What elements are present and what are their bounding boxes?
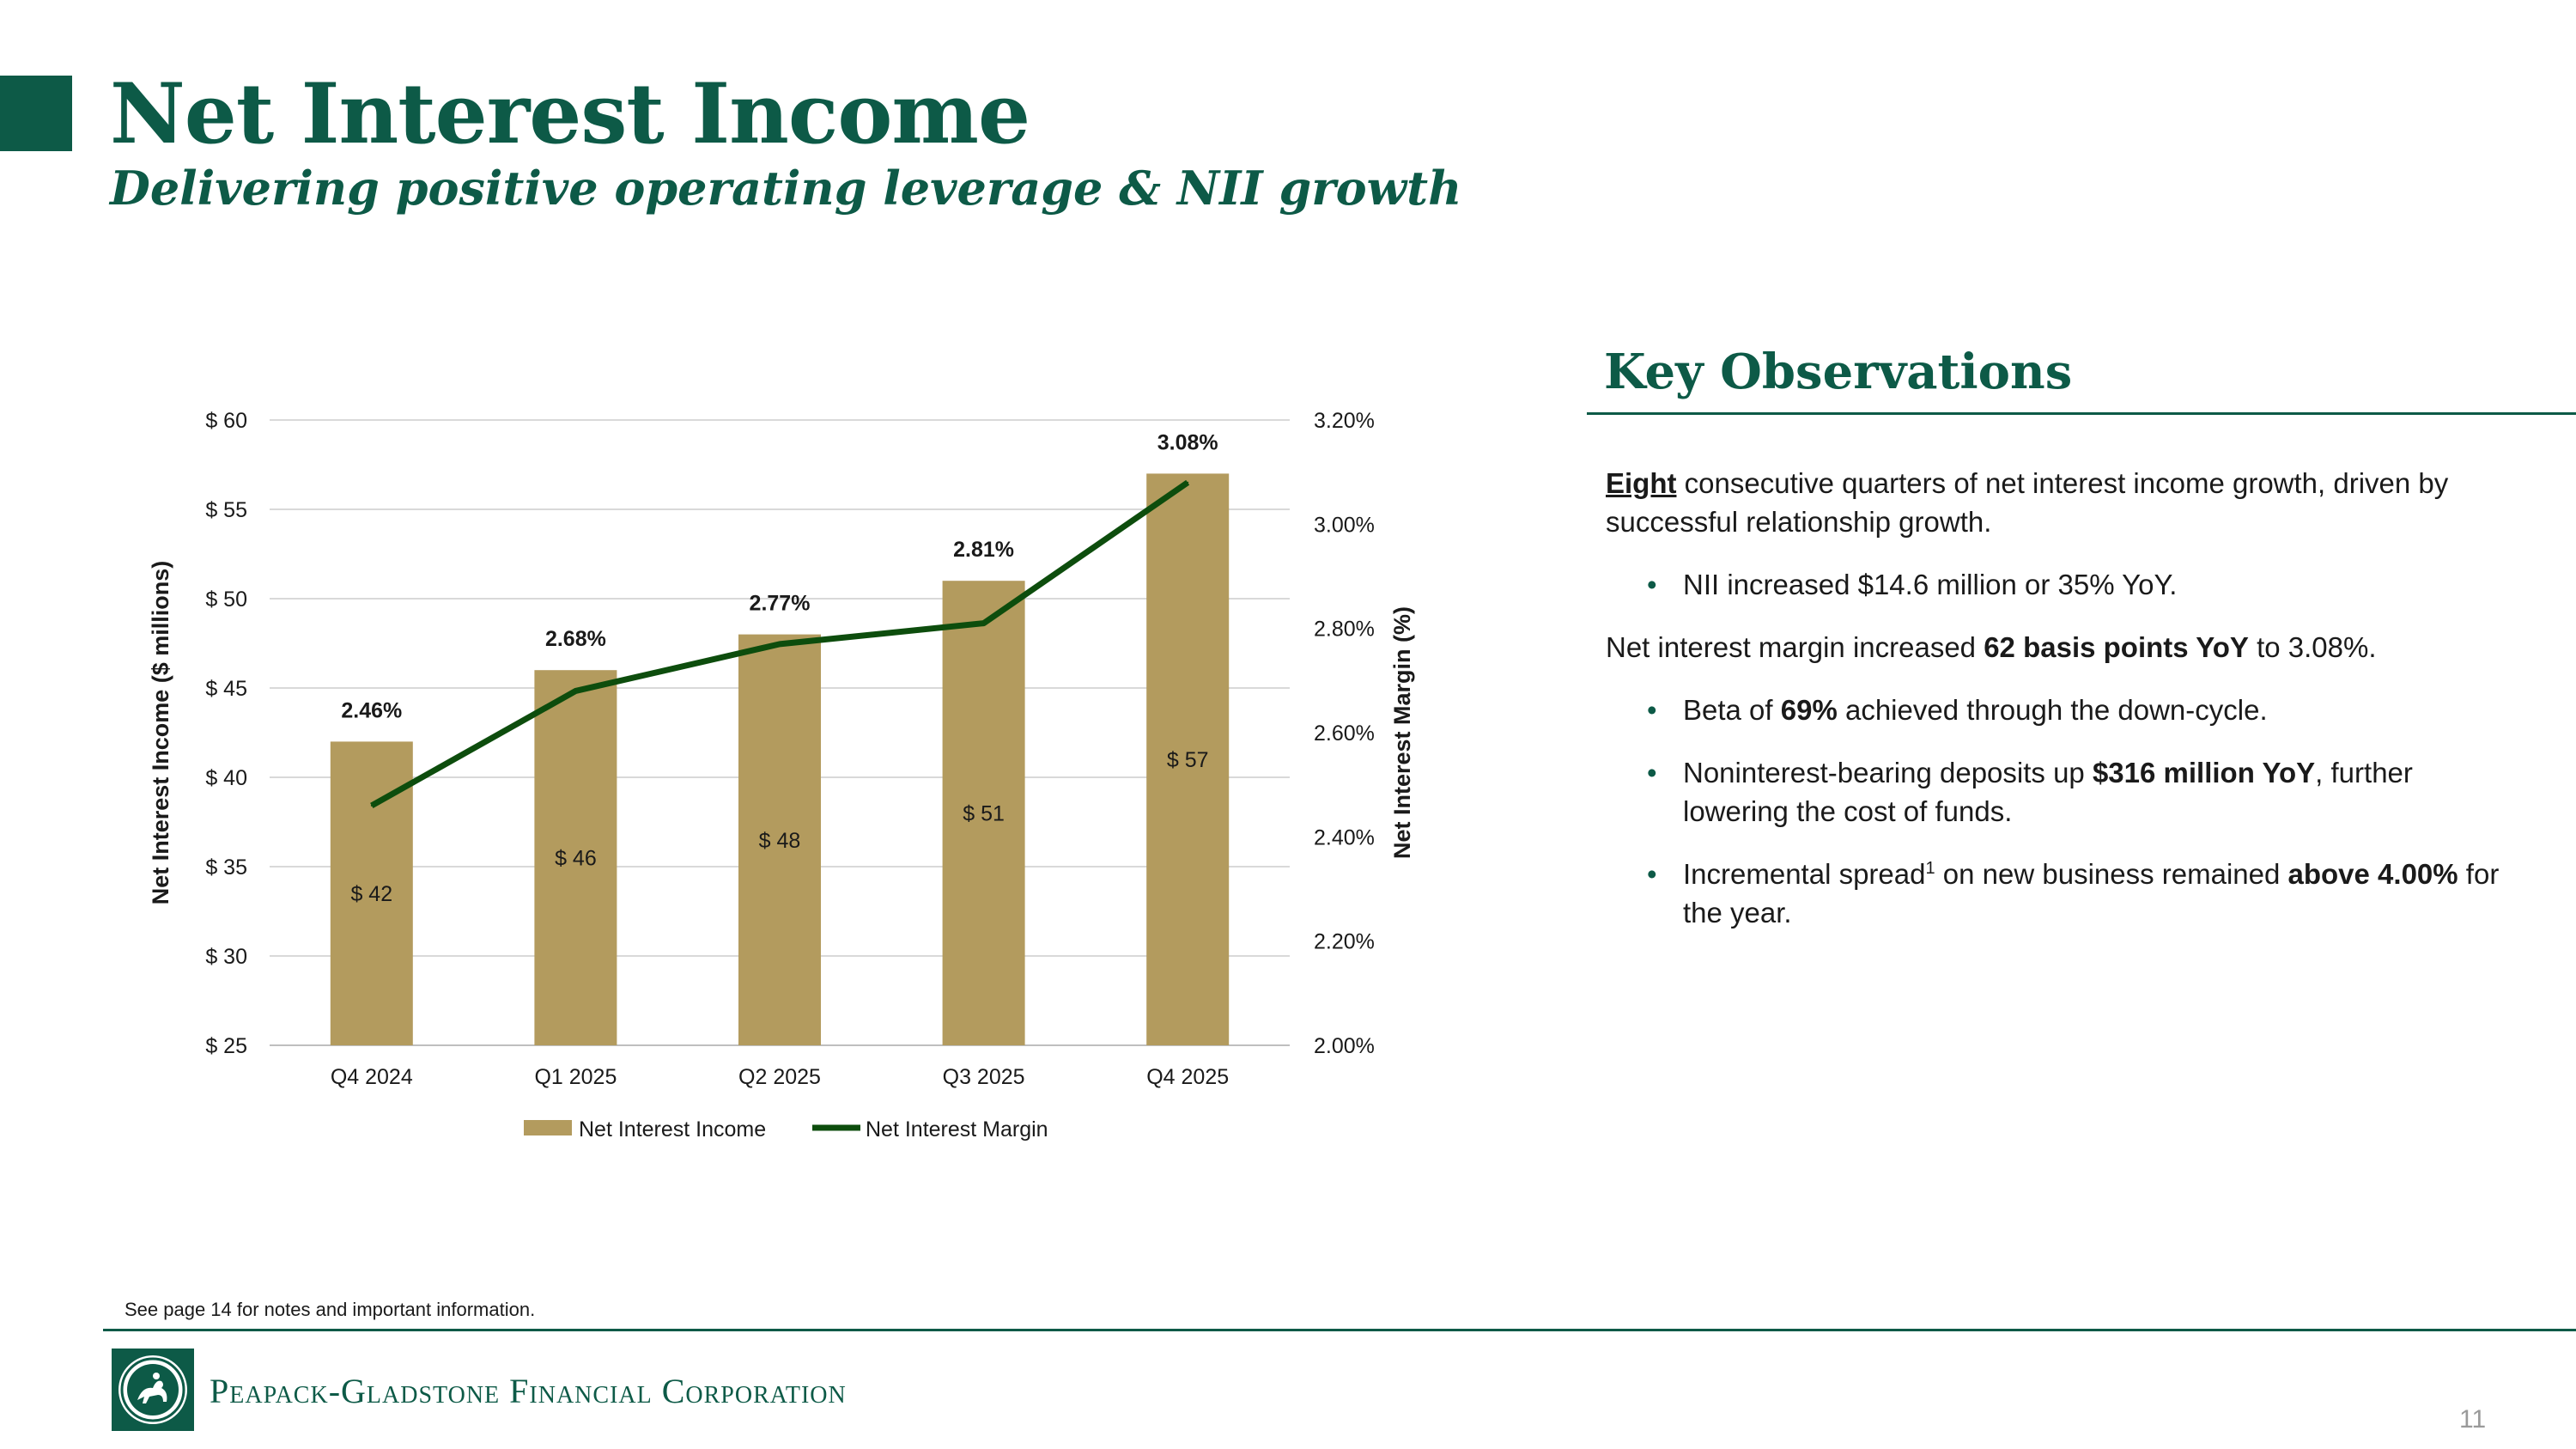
observation-paragraph: Eight consecutive quarters of net intere… — [1606, 464, 2516, 541]
footnote: See page 14 for notes and important info… — [125, 1299, 536, 1320]
nim-value-label: 2.77% — [750, 592, 811, 616]
y-tick-label: $ 30 — [205, 945, 247, 969]
observation-emphasis: 62 basis points YoY — [1984, 631, 2249, 663]
x-tick-label: Q3 2025 — [943, 1065, 1025, 1089]
horse-rider-seal-icon — [112, 1349, 194, 1431]
nim-point — [1187, 481, 1189, 484]
bar-value-label: $ 51 — [963, 802, 1005, 826]
nim-point — [779, 642, 781, 645]
x-tick-label: Q2 2025 — [738, 1065, 821, 1089]
y-axis-title: Net Interest Income ($ millions) — [148, 561, 173, 905]
observation-paragraph: Net interest margin increased 62 basis p… — [1606, 628, 2516, 667]
observation-text: achieved through the down-cycle. — [1837, 694, 2268, 726]
legend-swatch-bar — [524, 1120, 572, 1135]
x-tick-label: Q1 2025 — [534, 1065, 617, 1089]
title-accent-block — [0, 76, 72, 151]
y2-tick-label: 2.80% — [1314, 618, 1375, 642]
observation-emphasis: Eight — [1606, 467, 1677, 499]
bar — [1146, 473, 1230, 1045]
observation-bullet: • Beta of 69% achieved through the down-… — [1606, 691, 2516, 729]
observation-emphasis: 69% — [1780, 694, 1838, 726]
bullet-icon: • — [1647, 694, 1657, 726]
observation-text: Net interest margin increased — [1606, 631, 1984, 663]
y2-axis-title: Net Interest Margin (%) — [1389, 606, 1415, 859]
y-tick-label: $ 35 — [205, 855, 247, 880]
bar-value-label: $ 57 — [1167, 748, 1209, 772]
x-tick-label: Q4 2024 — [331, 1065, 413, 1089]
y-tick-label: $ 50 — [205, 588, 247, 612]
key-observations-title: Key Observations — [1604, 344, 2073, 400]
observation-emphasis: $316 million YoY — [2092, 757, 2316, 788]
y-tick-label: $ 25 — [205, 1034, 247, 1058]
bullet-icon: • — [1647, 858, 1657, 890]
company-name: Peapack-Gladstone Financial Corporation — [210, 1372, 847, 1410]
observation-text: NII increased $14.6 million or 35% YoY. — [1683, 569, 2178, 600]
page-subtitle: Delivering positive operating leverage &… — [110, 161, 1462, 216]
nii-nim-chart: $ 25 $ 30 $ 35 $ 40 $ 45 $ 50 $ 55 $ 60 2.00% 2.2… — [148, 409, 1415, 1142]
footnote-marker: 1 — [1925, 859, 1935, 878]
y-tick-label: $ 60 — [205, 409, 247, 433]
bar — [942, 581, 1025, 1045]
footer-divider — [103, 1329, 2576, 1331]
legend-label: Net Interest Income — [579, 1117, 766, 1142]
y2-tick-label: 2.40% — [1314, 825, 1375, 849]
observation-text: , further lowering the cost of funds. — [1683, 757, 2413, 827]
y2-tick-label: 3.20% — [1314, 409, 1375, 433]
company-logo — [112, 1349, 194, 1431]
bar-value-label: $ 42 — [350, 882, 392, 906]
nim-point — [982, 622, 985, 624]
y2-tick-label: 2.00% — [1314, 1034, 1375, 1058]
observation-text: Beta of — [1683, 694, 1781, 726]
legend-label: Net Interest Margin — [866, 1117, 1048, 1142]
bullet-icon: • — [1647, 757, 1657, 788]
nim-point — [370, 804, 373, 807]
y2-tick-label: 2.20% — [1314, 930, 1375, 954]
nim-point — [574, 690, 577, 692]
bar — [534, 670, 617, 1045]
observation-text: on new business remained — [1935, 858, 2288, 890]
y2-tick-label: 2.60% — [1314, 721, 1375, 746]
page-title: Net Interest Income — [110, 65, 1030, 162]
observation-text: Noninterest-bearing deposits up — [1683, 757, 2093, 788]
y-tick-label: $ 40 — [205, 766, 247, 790]
bar — [738, 634, 821, 1045]
observation-text: Incremental spread — [1683, 858, 1926, 890]
observation-emphasis: above 4.00% — [2287, 858, 2458, 890]
nim-value-label: 2.46% — [341, 698, 402, 722]
nim-value-label: 2.81% — [953, 538, 1014, 562]
observation-text: for the year. — [1683, 858, 2500, 928]
key-observations-body: Eight consecutive quarters of net intere… — [1606, 464, 2516, 956]
bar-value-label: $ 48 — [759, 829, 801, 853]
observation-bullet: • Noninterest-bearing deposits up $316 m… — [1606, 753, 2516, 831]
bar-value-label: $ 46 — [555, 847, 597, 871]
nim-value-label: 2.68% — [545, 627, 606, 651]
observation-bullet: • NII increased $14.6 million or 35% YoY… — [1606, 565, 2516, 604]
observation-text: consecutive quarters of net interest inc… — [1606, 467, 2449, 538]
key-observations-divider — [1587, 412, 2576, 415]
y-tick-label: $ 45 — [205, 677, 247, 701]
observation-text: to 3.08%. — [2248, 631, 2377, 663]
page-number: 11 — [2459, 1405, 2487, 1434]
bullet-icon: • — [1647, 569, 1657, 600]
y-tick-label: $ 55 — [205, 498, 247, 522]
nim-value-label: 3.08% — [1157, 430, 1218, 454]
x-tick-label: Q4 2025 — [1146, 1065, 1229, 1089]
observation-bullet: • Incremental spread1 on new business re… — [1606, 855, 2516, 932]
y2-tick-label: 3.00% — [1314, 513, 1375, 537]
